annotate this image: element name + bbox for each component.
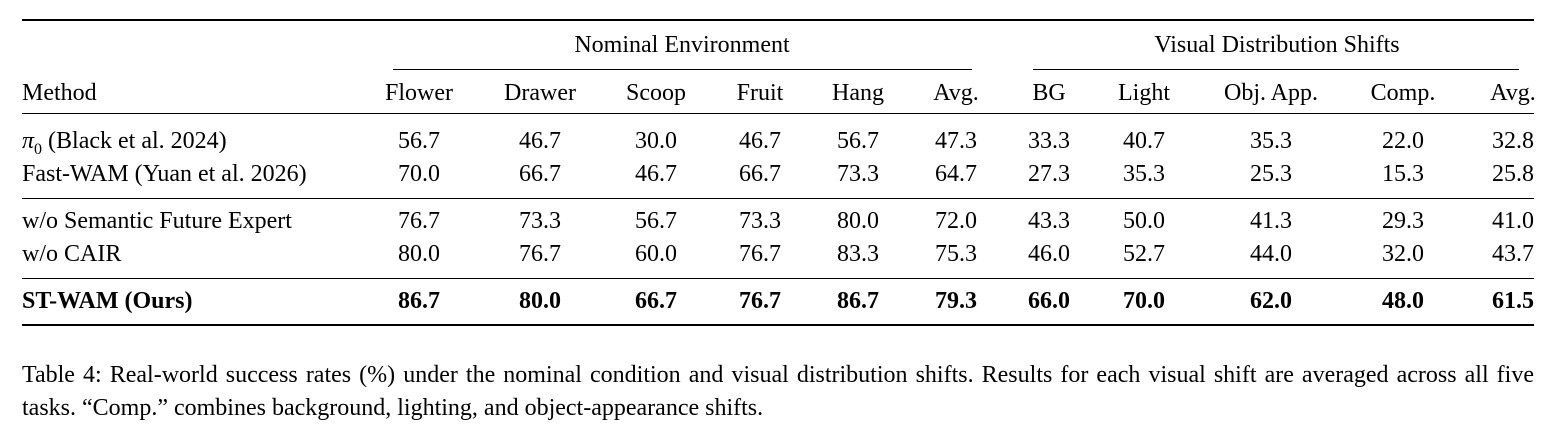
value-cell: 46.7 [635,161,677,187]
value-cell: 47.3 [935,128,977,154]
value-cell: 15.3 [1382,161,1424,187]
value-cell: 25.3 [1250,161,1292,187]
column-header: Hang [832,80,884,106]
column-header-method: Method [22,80,97,106]
method-cell: π0 (Black et al. 2024) [22,127,227,158]
column-header: Fruit [736,80,784,106]
value-cell: 80.0 [398,241,440,267]
header-rule [22,113,1534,114]
value-cell: 44.0 [1250,241,1292,267]
value-cell: 66.7 [635,288,677,314]
value-cell: 40.7 [1123,128,1165,154]
value-cell: 41.3 [1250,208,1292,234]
column-header: Comp. [1370,80,1436,106]
column-header: Flower [385,80,453,106]
method-cell: w/o Semantic Future Expert [22,208,292,234]
value-cell: 22.0 [1382,128,1424,154]
column-header: Avg. [1490,80,1536,106]
value-cell: 56.7 [837,128,879,154]
value-cell: 76.7 [739,288,781,314]
baseline-rule [22,198,1534,199]
value-cell: 29.3 [1382,208,1424,234]
value-cell: 75.3 [935,241,977,267]
value-cell: 70.0 [1123,288,1165,314]
value-cell: 43.3 [1028,208,1070,234]
value-cell: 72.0 [935,208,977,234]
value-cell: 79.3 [935,288,977,314]
value-cell: 61.5 [1492,288,1534,314]
value-cell: 62.0 [1250,288,1292,314]
value-cell: 41.0 [1492,208,1534,234]
ablation-rule [22,278,1534,279]
value-cell: 73.3 [837,161,879,187]
method-cell: w/o CAIR [22,241,122,267]
method-cell: Fast-WAM (Yuan et al. 2026) [22,161,307,187]
value-cell: 46.7 [739,128,781,154]
value-cell: 30.0 [635,128,677,154]
column-header: Obj. App. [1223,80,1319,106]
value-cell: 76.7 [519,241,561,267]
value-cell: 80.0 [837,208,879,234]
value-cell: 50.0 [1123,208,1165,234]
value-cell: 64.7 [935,161,977,187]
value-cell: 80.0 [519,288,561,314]
value-cell: 70.0 [398,161,440,187]
value-cell: 56.7 [635,208,677,234]
value-cell: 33.3 [1028,128,1070,154]
value-cell: 48.0 [1382,288,1424,314]
value-cell: 27.3 [1028,161,1070,187]
value-cell: 25.8 [1492,161,1534,187]
column-header: Drawer [504,80,576,106]
column-header: Avg. [933,80,979,106]
value-cell: 73.3 [519,208,561,234]
value-cell: 86.7 [837,288,879,314]
value-cell: 35.3 [1250,128,1292,154]
method-subscript: 0 [34,141,43,158]
value-cell: 66.7 [519,161,561,187]
column-header: Light [1118,80,1170,106]
cmidrule-nominal [393,69,972,70]
value-cell: 66.7 [739,161,781,187]
top-rule [22,19,1534,21]
value-cell: 60.0 [635,241,677,267]
cmidrule-shifts [1033,69,1519,70]
bottom-rule [22,324,1534,326]
column-header: BG [1032,80,1066,106]
value-cell: 76.7 [398,208,440,234]
value-cell: 73.3 [739,208,781,234]
value-cell: 83.3 [837,241,879,267]
column-header: Scoop [626,80,686,106]
value-cell: 56.7 [398,128,440,154]
value-cell: 52.7 [1123,241,1165,267]
value-cell: 66.0 [1028,288,1070,314]
value-cell: 32.8 [1492,128,1534,154]
value-cell: 46.0 [1028,241,1070,267]
method-symbol: π [22,128,35,154]
value-cell: 76.7 [739,241,781,267]
method-rest: (Black et al. 2024) [42,128,227,154]
group-header-nominal: Nominal Environment [574,32,790,58]
value-cell: 46.7 [519,128,561,154]
value-cell: 32.0 [1382,241,1424,267]
value-cell: 86.7 [398,288,440,314]
method-cell: ST-WAM (Ours) [22,288,193,314]
value-cell: 35.3 [1123,161,1165,187]
value-cell: 43.7 [1492,241,1534,267]
group-header-shifts: Visual Distribution Shifts [1154,32,1400,58]
table-caption: Table 4: Real-world success rates (%) un… [22,362,1534,421]
